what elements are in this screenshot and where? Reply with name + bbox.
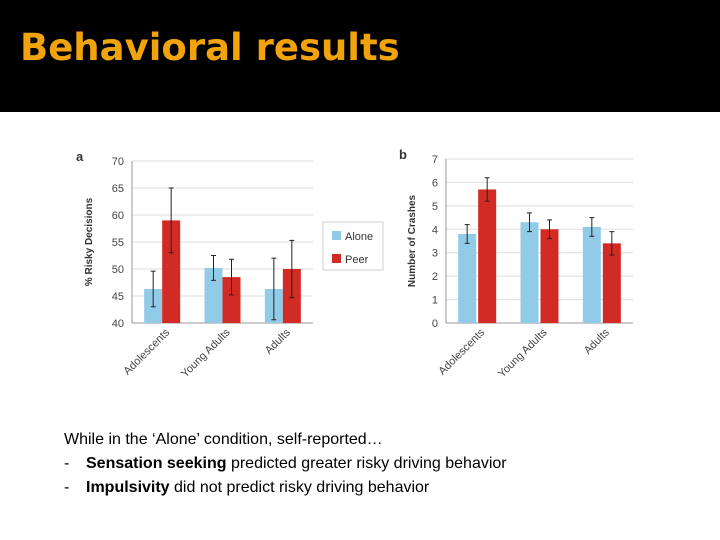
legend-label-alone: Alone [345, 231, 373, 243]
bar [602, 243, 621, 323]
bullet-dash: - [64, 455, 70, 472]
y-tick-label: 6 [432, 177, 438, 189]
y-tick-label: 3 [432, 248, 438, 260]
y-tick-label: 70 [112, 156, 124, 168]
intro-line: While in the ‘Alone’ condition, self-rep… [64, 431, 383, 448]
x-tick-label: Young Adults [179, 326, 233, 380]
y-axis-label: % Risky Decisions [84, 197, 95, 286]
bar [204, 267, 223, 323]
y-tick-label: 50 [112, 264, 124, 276]
x-tick-label: Adults [263, 326, 293, 356]
legend-swatch-peer [332, 254, 341, 263]
body-text: While in the ‘Alone’ condition, self-rep… [64, 428, 507, 500]
x-tick-label: Young Adults [496, 326, 550, 380]
y-tick-label: 45 [112, 291, 124, 303]
y-tick-label: 65 [112, 183, 124, 195]
bar [478, 189, 497, 323]
y-tick-label: 1 [432, 295, 438, 307]
bullet-text: did not predict risky driving behavior [169, 479, 430, 496]
chart-legend: Alone Peer [322, 221, 384, 271]
legend-label-peer: Peer [345, 254, 369, 266]
y-tick-label: 7 [432, 154, 438, 166]
bullet-text: predicted greater risky driving behavior [226, 455, 507, 472]
bullet-bold-term: Impulsivity [86, 479, 170, 496]
bullet-line: - Impulsivity did not predict risky drivi… [64, 476, 507, 500]
bar [162, 220, 181, 323]
slide-title: Behavioral results [20, 26, 400, 69]
y-tick-label: 2 [432, 271, 438, 283]
x-tick-label: Adolescents [121, 326, 172, 377]
y-tick-label: 60 [112, 210, 124, 222]
bar [520, 222, 539, 323]
panel-letter: b [399, 147, 407, 162]
y-axis-label: Number of Crashes [407, 194, 418, 287]
bar [222, 277, 241, 323]
x-tick-label: Adults [582, 326, 612, 356]
title-bar: Behavioral results [0, 0, 720, 112]
legend-swatch-alone [332, 231, 341, 240]
bullet-bold-term: Sensation seeking [86, 455, 227, 472]
bullet-line: - Sensation seeking predicted greater ris… [64, 452, 507, 476]
y-tick-label: 4 [432, 224, 438, 236]
chart-panel-a: a 40 45 50 55 60 65 70 % Risky Decisions Adolesce… [76, 149, 313, 380]
y-tick-label: 0 [432, 318, 438, 330]
bar [582, 226, 601, 323]
chart-panel-b: b 0 1 2 3 4 5 6 7 Number of Crashes Adolescents You… [399, 147, 633, 380]
panel-letter: a [76, 149, 84, 164]
bar [540, 229, 559, 323]
legend-box [322, 221, 384, 271]
y-tick-label: 40 [112, 318, 124, 330]
y-tick-label: 5 [432, 201, 438, 213]
y-tick-label: 55 [112, 237, 124, 249]
bullet-dash: - [64, 479, 70, 496]
x-tick-label: Adolescents [436, 326, 487, 377]
bar [458, 233, 477, 323]
